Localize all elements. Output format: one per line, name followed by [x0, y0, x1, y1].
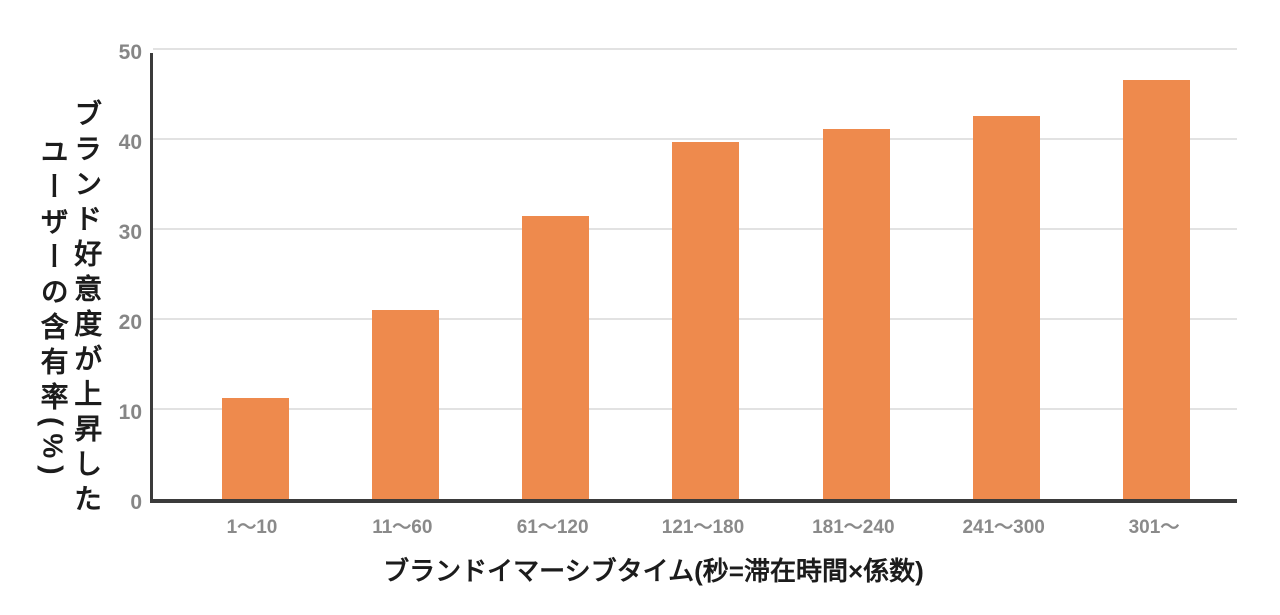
y-tick-label: 50 [118, 41, 142, 64]
bar-181〜240 [822, 129, 890, 499]
x-category-label: 1〜10 [226, 517, 278, 538]
y-tick-label: 20 [118, 311, 142, 334]
y-tick-label: 10 [118, 401, 142, 424]
gridline [153, 138, 1237, 140]
x-category-label: 61〜120 [516, 517, 589, 538]
plot-area [150, 48, 1237, 503]
bar-11〜60 [371, 310, 439, 499]
gridline [153, 48, 1237, 50]
y-axis-title: ブランド好意度が上昇した ユーザーの含有率(%) [37, 99, 103, 519]
y-tick-label: 30 [118, 221, 142, 244]
x-category-label: 121〜180 [661, 517, 745, 538]
bar-61〜120 [522, 215, 590, 499]
y-tick-label: 40 [118, 131, 142, 154]
x-category-label: 181〜240 [812, 517, 895, 538]
bar-121〜180 [672, 141, 740, 499]
bar-1〜10 [221, 398, 289, 499]
x-category-label: 241〜300 [962, 517, 1045, 538]
bar-301〜 [1123, 79, 1191, 499]
x-category-label: 301〜 [1128, 517, 1180, 538]
y-axis-ticks: 0 10 20 30 40 50 [0, 41, 146, 514]
x-category-label: 11〜60 [372, 517, 433, 538]
y-tick-label: 0 [130, 491, 142, 514]
x-axis-categories: 1〜10 11〜60 61〜120 121〜180 181〜240 241〜300 301〜 [150, 512, 1237, 540]
bar-241〜300 [973, 115, 1041, 499]
x-axis-title: ブランドイマーシブタイム(秒=滞在時間×係数) [383, 556, 924, 586]
